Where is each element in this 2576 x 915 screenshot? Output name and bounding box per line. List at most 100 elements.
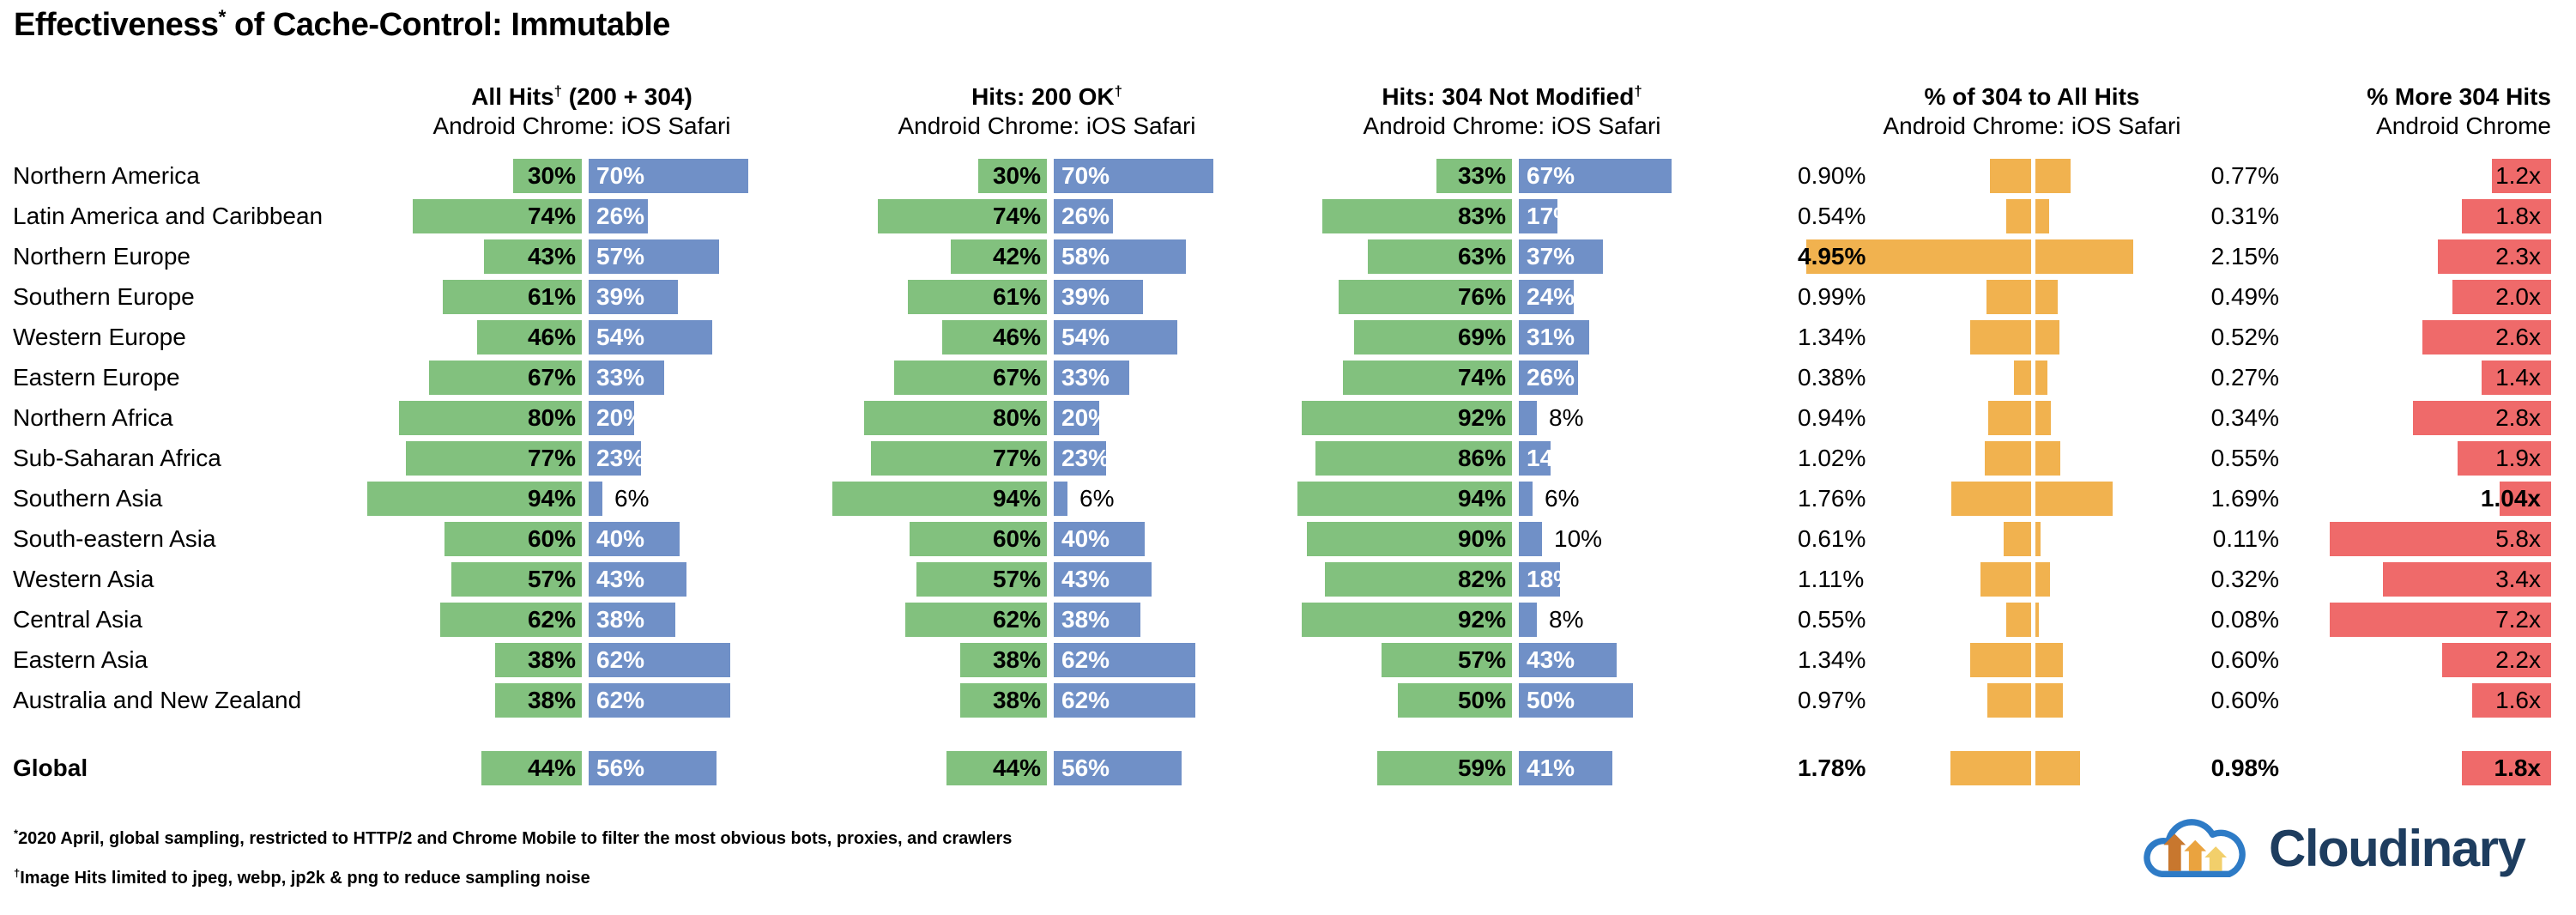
table-row: South-eastern Asia 60% 40% 60% 40% 90% 10% 0.61…: [0, 522, 2576, 556]
hits-304-android-label: 57%: [1457, 646, 1506, 673]
hits-304-ios-label: 24%: [1527, 283, 1574, 310]
dagger-icon: †: [14, 866, 21, 880]
more-304-value: 2.0x: [2495, 283, 2541, 310]
hits-304-android-bar: 90%: [1307, 522, 1512, 556]
more-304-value: 3.4x: [2495, 566, 2541, 592]
pct-304-android-bar: [1970, 643, 2031, 677]
region-label: Southern Asia: [13, 485, 163, 512]
hits-304-ios-label: 18%: [1527, 566, 1560, 592]
pct-304-ios-value: 0.32%: [2210, 566, 2279, 592]
table-row: Northern Africa 80% 20% 80% 20% 92% 8% 0.94% 0.3…: [0, 401, 2576, 435]
hits-304-android-label: 59%: [1457, 754, 1506, 781]
all-hits-ios-label: 33%: [596, 364, 645, 391]
cloudinary-wordmark: Cloudinary: [2269, 819, 2526, 877]
hits-304-ios-label: 41%: [1527, 754, 1575, 781]
hits-304-ios-label: 31%: [1527, 324, 1575, 350]
hits-304-android-bar: 50%: [1398, 683, 1512, 718]
hits-200-android-bar: 57%: [916, 562, 1047, 597]
more-304-value: 1.8x: [2495, 203, 2541, 229]
hits-304-android-label: 69%: [1457, 324, 1506, 350]
more-304-value: 2.6x: [2495, 324, 2541, 350]
hits-200-android-label: 60%: [992, 525, 1041, 552]
all-hits-android-label: 43%: [527, 243, 576, 270]
hits-304-ios-label: 14%: [1527, 445, 1551, 471]
pct-304-android-bar: [1951, 482, 2031, 516]
table-row: Global 44% 56% 44% 56% 59% 41% 1.78% 0.98% 1.8x: [0, 751, 2576, 785]
pct-304-ios-bar: [2035, 280, 2058, 314]
hits-304-ios-bar: [1519, 522, 1542, 556]
hits-200-ios-label: 54%: [1061, 324, 1110, 350]
all-hits-android-label: 80%: [527, 404, 576, 431]
hits-200-ios-label: 33%: [1061, 364, 1110, 391]
hits-200-ios-bar: 38%: [1054, 603, 1140, 637]
region-label: Western Europe: [13, 324, 186, 350]
more-304-bar: [2422, 320, 2551, 354]
region-label: Eastern Asia: [13, 646, 148, 673]
pct-304-ios-bar: [2035, 562, 2050, 597]
pct-304-android-bar: [1987, 683, 2031, 718]
table-row: Northern Europe 43% 57% 42% 58% 63% 37% 4.95% 2.…: [0, 239, 2576, 274]
more-304-bar: [2442, 643, 2551, 677]
footnote-sampling: *2020 April, global sampling, restricted…: [14, 827, 1013, 848]
all-hits-android-label: 57%: [527, 566, 576, 592]
all-hits-android-bar: 94%: [367, 482, 582, 516]
hits-200-android-bar: 77%: [871, 441, 1047, 476]
all-hits-android-bar: 74%: [413, 199, 582, 233]
hits-304-android-label: 76%: [1457, 283, 1506, 310]
region-label: Latin America and Caribbean: [13, 203, 324, 229]
hits-304-ios-bar: 24%: [1519, 280, 1574, 314]
hits-304-ios-label: 17%: [1527, 203, 1557, 229]
more-304-value: 1.8x: [2494, 754, 2542, 781]
pct-304-ios-value: 0.98%: [2210, 754, 2279, 781]
more-304-value: 2.8x: [2495, 404, 2541, 431]
all-hits-android-label: 38%: [527, 687, 576, 713]
hits-304-android-label: 83%: [1457, 203, 1506, 229]
pct-304-ios-bar: [2035, 361, 2047, 395]
all-hits-ios-label: 43%: [596, 566, 645, 592]
hits-304-ios-bar: 31%: [1519, 320, 1589, 354]
more-304-bar: [2438, 239, 2551, 274]
hits-304-android-label: 92%: [1457, 606, 1506, 633]
hits-304-ios-bar: [1519, 401, 1537, 435]
region-label: Global: [13, 754, 88, 781]
pct-304-android-value: 0.61%: [1798, 525, 1866, 552]
all-hits-android-bar: 60%: [444, 522, 582, 556]
hits-304-android-bar: 94%: [1297, 482, 1512, 516]
column-subtitle: Android Chrome: iOS Safari: [432, 112, 731, 139]
hits-200-android-label: 74%: [992, 203, 1041, 229]
all-hits-android-label: 77%: [527, 445, 576, 471]
all-hits-android-bar: 77%: [406, 441, 582, 476]
pct-304-ios-value: 0.60%: [2210, 646, 2279, 673]
pct-304-android-value: 0.90%: [1798, 162, 1866, 189]
more-304-value: 5.8x: [2495, 525, 2541, 552]
table-row: Latin America and Caribbean 74% 26% 74% 26% 8…: [0, 199, 2576, 233]
pct-304-ios-bar: [2035, 683, 2063, 718]
title-asterisk: *: [218, 5, 227, 28]
all-hits-ios-label: 20%: [596, 404, 634, 431]
all-hits-android-bar: 43%: [484, 239, 582, 274]
asterisk-icon: *: [14, 827, 19, 840]
hits-304-android-bar: 82%: [1325, 562, 1512, 597]
all-hits-ios-bar: 40%: [589, 522, 680, 556]
more-304-value: 2.3x: [2495, 243, 2541, 270]
hits-200-ios-label: 62%: [1061, 687, 1110, 713]
pct-304-ios-value: 0.55%: [2210, 445, 2279, 471]
region-label: Sub-Saharan Africa: [13, 445, 221, 471]
column-subtitle: Android Chrome: iOS Safari: [898, 112, 1196, 139]
hits-200-android-label: 38%: [992, 646, 1041, 673]
pct-304-ios-value: 0.31%: [2210, 203, 2279, 229]
hits-304-android-label: 94%: [1457, 485, 1506, 512]
bar-arrow-icon: [2184, 839, 2207, 871]
more-304-value: 1.4x: [2495, 364, 2541, 391]
all-hits-ios-bar: 26%: [589, 199, 648, 233]
all-hits-android-label: 94%: [527, 485, 576, 512]
more-304-value: 1.04x: [2480, 485, 2541, 512]
hits-304-ios-bar: 17%: [1519, 199, 1557, 233]
pct-304-ios-value: 1.69%: [2210, 485, 2279, 512]
hits-304-ios-label: 43%: [1527, 646, 1575, 673]
hits-200-android-label: 57%: [992, 566, 1041, 592]
footnote-image-hits: †Image Hits limited to jpeg, webp, jp2k …: [14, 866, 590, 888]
hits-304-android-label: 92%: [1457, 404, 1506, 431]
pct-304-ios-bar: [2035, 482, 2113, 516]
hits-200-android-bar: 60%: [910, 522, 1047, 556]
